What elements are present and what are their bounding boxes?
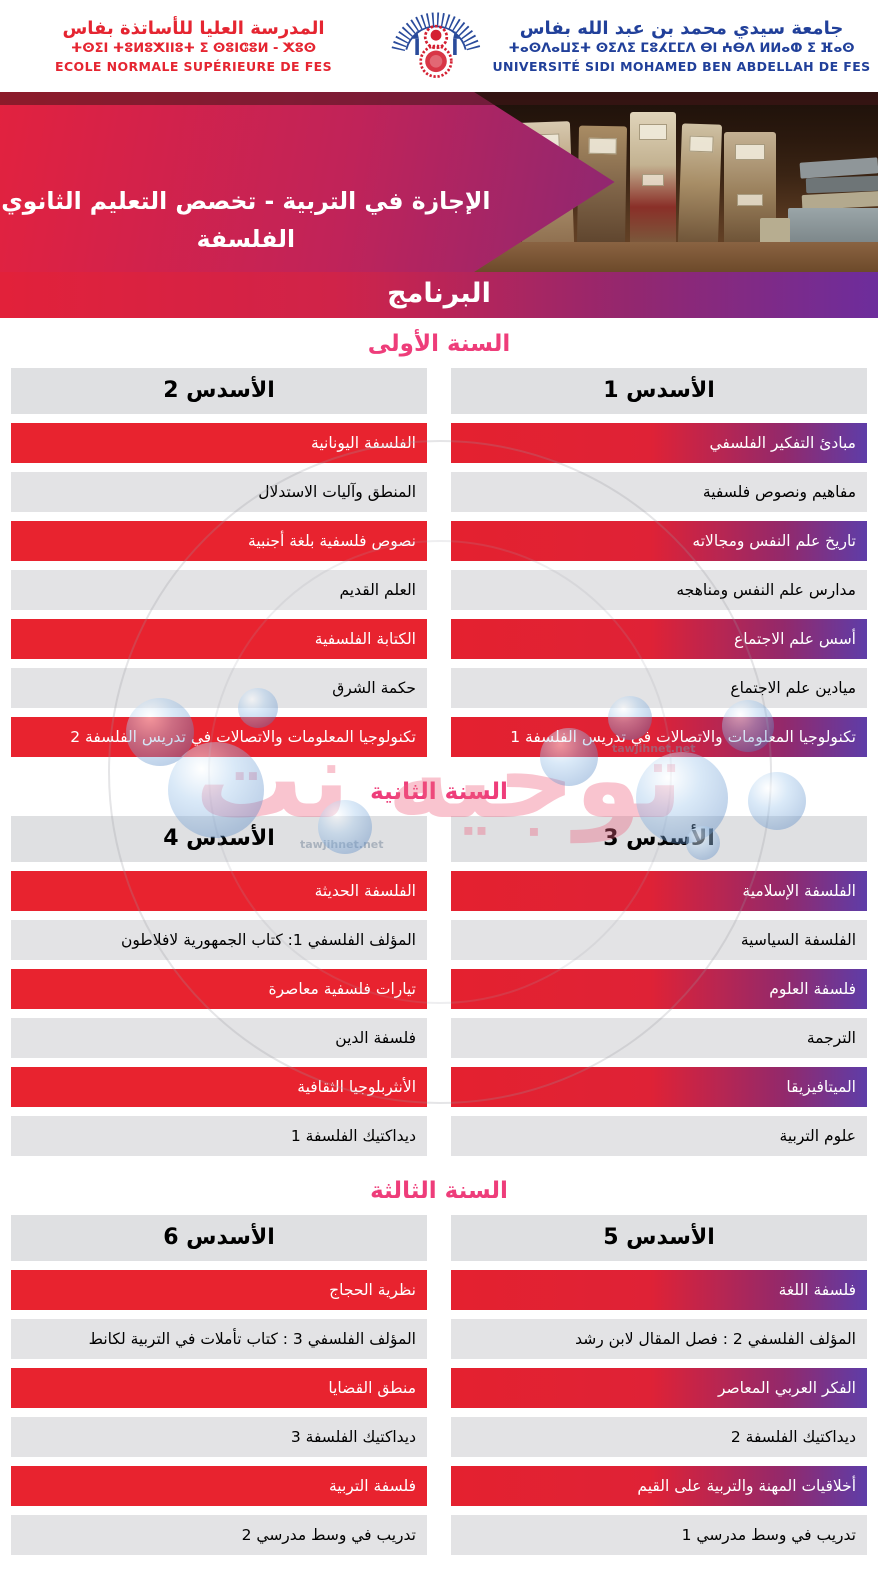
course-row: فلسفة العلوم	[451, 969, 867, 1009]
course-row: مبادئ التفكير الفلسفي	[451, 423, 867, 463]
semester-column: الأسدس 4 الفلسفة الحديثة المؤلف الفلسفي 1:…	[11, 816, 427, 1165]
course-row: المؤلف الفلسفي 2 : فصل المقال لابن رشد	[451, 1319, 867, 1359]
program-title: الإجازة في التربية - تخصص التعليم الثانو…	[0, 182, 492, 258]
program-section-bar: البرنامج	[0, 272, 878, 318]
course-row: العلم القديم	[11, 570, 427, 610]
course-row: الفلسفة السياسية	[451, 920, 867, 960]
course-row: الفلسفة الإسلامية	[451, 871, 867, 911]
course-row: ديداكتيك الفلسفة 3	[11, 1417, 427, 1457]
university-tifinagh-name: ⵜⴰⵙⴷⴰⵡⵉⵜ ⵙⵉⴷⵉ ⵎⵓⵃⵎⵎⴷ ⴱⵏ ⵄⴱⴷ ⵍⵍⴰⵀ ⵉ ⴼⴰⵙ	[508, 41, 855, 57]
university-logo-icon	[391, 1, 481, 91]
course-row: علوم التربية	[451, 1116, 867, 1156]
year-section: السنة الثانية الأسدس 3 الفلسفة الإسلامية ال…	[11, 776, 867, 1165]
course-row: الميتافيزيقا	[451, 1067, 867, 1107]
semester-header: الأسدس 6	[11, 1215, 427, 1261]
course-row: مفاهيم ونصوص فلسفية	[451, 472, 867, 512]
course-row: تدريب في وسط مدرسي 1	[451, 1515, 867, 1555]
ens-tifinagh-name: ⵜⵙⵉⵏ ⵜⵓⵍⵓⵅⵏⵏⵓⵜ ⵉ ⵙⵓⵏⵛⵓⵍ - ⵅⵓⵙ	[71, 41, 317, 57]
course-row: الأنثربلوجيا الثقافية	[11, 1067, 427, 1107]
course-row: منطق القضايا	[11, 1368, 427, 1408]
course-row: فلسفة اللغة	[451, 1270, 867, 1310]
semester-column: الأسدس 5 فلسفة اللغة المؤلف الفلسفي 2 : فص…	[451, 1215, 867, 1564]
ens-arabic-name: المدرسة العليا للأساتذة بفاس	[62, 17, 325, 39]
course-row: المؤلف الفلسفي 3 : كتاب تأملات في التربي…	[11, 1319, 427, 1359]
course-row: فلسفة التربية	[11, 1466, 427, 1506]
course-row: الكتابة الفلسفية	[11, 619, 427, 659]
semester-header: الأسدس 4	[11, 816, 427, 862]
course-row: الفلسفة الحديثة	[11, 871, 427, 911]
semester-header: الأسدس 5	[451, 1215, 867, 1261]
semester-header: الأسدس 3	[451, 816, 867, 862]
semester-column: الأسدس 2 الفلسفة اليونانية المنطق وآليات ا…	[11, 368, 427, 766]
program-title-line1: الإجازة في التربية - تخصص التعليم الثانو…	[1, 187, 491, 215]
course-row: فلسفة الدين	[11, 1018, 427, 1058]
course-row: نظرية الحجاج	[11, 1270, 427, 1310]
course-row: ديداكتيك الفلسفة 1	[11, 1116, 427, 1156]
ens-block: المدرسة العليا للأساتذة بفاس ⵜⵙⵉⵏ ⵜⵓⵍⵓⵅⵏ…	[0, 18, 387, 74]
year-title: السنة الأولى	[367, 331, 511, 357]
year-title: السنة الثانية	[370, 779, 508, 805]
course-row: الفكر العربي المعاصر	[451, 1368, 867, 1408]
institution-header: المدرسة العليا للأساتذة بفاس ⵜⵙⵉⵏ ⵜⵓⵍⵓⵅⵏ…	[0, 0, 878, 92]
course-row: تيارات فلسفية معاصرة	[11, 969, 427, 1009]
course-row: ديداكتيك الفلسفة 2	[451, 1417, 867, 1457]
university-arabic-name: جامعة سيدي محمد بن عبد الله بفاس	[519, 17, 844, 39]
course-row: مدارس علم النفس ومناهجه	[451, 570, 867, 610]
course-row: المؤلف الفلسفي 1: كتاب الجمهورية لافلاطو…	[11, 920, 427, 960]
banner-arrow-shape	[0, 92, 615, 272]
semester-header: الأسدس 2	[11, 368, 427, 414]
course-row: تدريب في وسط مدرسي 2	[11, 1515, 427, 1555]
course-row: ميادين علم الاجتماع	[451, 668, 867, 708]
program-banner: الإجازة في التربية - تخصص التعليم الثانو…	[0, 92, 878, 272]
course-row: أخلاقيات المهنة والتربية على القيم	[451, 1466, 867, 1506]
course-row: نصوص فلسفية بلغة أجنبية	[11, 521, 427, 561]
ens-french-name: ECOLE NORMALE SUPÉRIEURE DE FES	[55, 58, 332, 74]
semester-header: الأسدس 1	[451, 368, 867, 414]
course-row: الترجمة	[451, 1018, 867, 1058]
semester-column: الأسدس 1 مبادئ التفكير الفلسفي مفاهيم ونصو…	[451, 368, 867, 766]
course-row: تكنولوجيا المعلومات والاتصالات في تدريس …	[451, 717, 867, 757]
course-row: تكنولوجيا المعلومات والاتصالات في تدريس …	[11, 717, 427, 757]
semester-column: الأسدس 3 الفلسفة الإسلامية الفلسفة السياسي…	[451, 816, 867, 1165]
program-content: السنة الأولى الأسدس 1 مبادئ التفكير الفلسف…	[0, 328, 878, 1564]
semester-column: الأسدس 6 نظرية الحجاج المؤلف الفلسفي 3 : ك…	[11, 1215, 427, 1564]
course-row: الفلسفة اليونانية	[11, 423, 427, 463]
year-section: السنة الثالثة الأسدس 5 فلسفة اللغة المؤلف ا…	[11, 1175, 867, 1564]
university-block: جامعة سيدي محمد بن عبد الله بفاس ⵜⴰⵙⴷⴰⵡⵉ…	[485, 18, 878, 74]
year-title: السنة الثالثة	[370, 1178, 508, 1204]
university-french-name: UNIVERSITÉ SIDI MOHAMED BEN ABDELLAH DE …	[492, 58, 871, 74]
course-row: المنطق وآليات الاستدلال	[11, 472, 427, 512]
course-row: أسس علم الاجتماع	[451, 619, 867, 659]
program-title-line2: الفلسفة	[196, 225, 296, 253]
course-row: حكمة الشرق	[11, 668, 427, 708]
banner-top-shade	[0, 92, 878, 105]
year-section: السنة الأولى الأسدس 1 مبادئ التفكير الفلسف…	[11, 328, 867, 766]
course-row: تاريخ علم النفس ومجالاته	[451, 521, 867, 561]
